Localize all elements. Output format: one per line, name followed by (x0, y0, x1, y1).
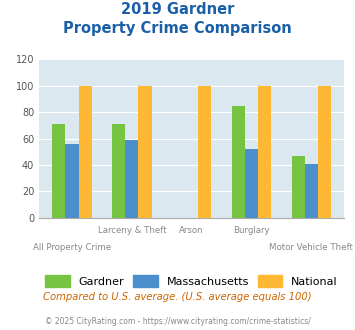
Bar (245, 149, 258, 218)
Bar (198, 86, 212, 218)
Bar (52, 124, 65, 218)
Bar (232, 106, 245, 218)
Text: All Property Crime: All Property Crime (33, 243, 111, 251)
Text: © 2025 CityRating.com - https://www.cityrating.com/crime-statistics/: © 2025 CityRating.com - https://www.city… (45, 317, 310, 326)
Text: Arson: Arson (179, 226, 204, 235)
Text: 2019 Gardner: 2019 Gardner (121, 2, 234, 16)
Bar (125, 140, 138, 218)
Text: Compared to U.S. average. (U.S. average equals 100): Compared to U.S. average. (U.S. average … (43, 292, 312, 302)
Bar (65, 144, 78, 218)
Bar (258, 86, 271, 218)
Bar (112, 124, 125, 218)
Bar (318, 86, 331, 218)
Text: Property Crime Comparison: Property Crime Comparison (63, 21, 292, 36)
Bar (305, 164, 318, 218)
Text: Burglary: Burglary (233, 226, 270, 235)
Bar (138, 86, 152, 218)
Text: Motor Vehicle Theft: Motor Vehicle Theft (269, 243, 353, 251)
Bar (78, 86, 92, 218)
Bar (292, 156, 305, 218)
Text: Larceny & Theft: Larceny & Theft (98, 226, 166, 235)
Legend: Gardner, Massachusetts, National: Gardner, Massachusetts, National (41, 271, 342, 291)
